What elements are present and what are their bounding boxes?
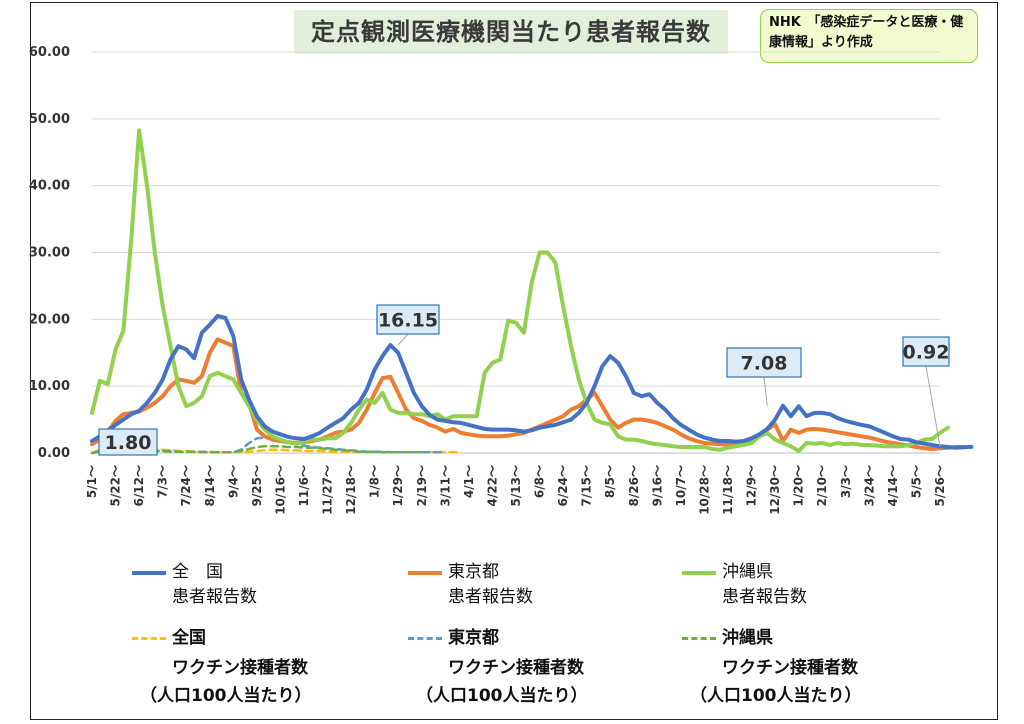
legend-swatch — [682, 571, 716, 575]
legend-sublabel: ワクチン接種者数 — [722, 658, 858, 678]
x-tick-label: 6/12～ — [132, 465, 146, 506]
y-tick-label: 0.00 — [38, 446, 70, 461]
x-tick-label: 3/3～ — [839, 465, 853, 498]
x-tick-label: 11/27～ — [321, 465, 335, 515]
x-tick-label: 2/19～ — [415, 465, 429, 506]
legend-sublabel-2: （人口100人当たり） — [690, 686, 862, 706]
y-axis: 0.00 10.00 20.00 30.00 40.00 50.00 60.00 — [29, 45, 70, 461]
x-tick-label: 8/14～ — [203, 465, 217, 506]
x-tick-label: 1/8～ — [368, 465, 382, 498]
legend-swatch — [408, 637, 442, 640]
x-tick-label: 5/13～ — [509, 465, 523, 506]
series-line-0 — [90, 314, 974, 450]
legend-label: 東京都 — [448, 562, 499, 582]
annotation-leader — [397, 333, 409, 346]
series-line-2 — [90, 128, 950, 453]
x-tick-label: 12/30～ — [768, 465, 782, 515]
y-tick-label: 20.00 — [29, 312, 70, 327]
x-tick-label: 6/24～ — [556, 465, 570, 506]
annotation-box — [902, 336, 950, 367]
x-tick-label: 10/7～ — [674, 465, 688, 506]
x-tick-label: 2/10～ — [815, 465, 829, 506]
legend-swatch — [132, 571, 166, 575]
x-tick-label: 12/9～ — [745, 465, 759, 506]
annotation-leader — [763, 376, 768, 406]
legend-sublabel: 患者報告数 — [448, 587, 533, 607]
annotation-label: 16.15 — [378, 310, 438, 332]
x-tick-label: 7/24～ — [179, 465, 193, 506]
legend-label: 沖縄県 — [722, 562, 773, 582]
y-tick-label: 10.00 — [29, 379, 70, 394]
annotation-label: 0.92 — [903, 342, 950, 364]
gridlines — [92, 51, 940, 454]
x-tick-label: 12/18～ — [344, 465, 358, 515]
legend-swatch — [682, 637, 716, 640]
legend-sublabel: 患者報告数 — [722, 587, 807, 607]
x-tick-label: 3/24～ — [862, 465, 876, 506]
x-tick-label: 5/26～ — [933, 465, 947, 506]
x-tick-label: 4/1～ — [462, 465, 476, 498]
y-tick-label: 40.00 — [29, 179, 70, 194]
x-tick-label: 9/4～ — [226, 465, 240, 498]
x-tick-label: 1/20～ — [792, 465, 806, 506]
x-tick-label: 4/14～ — [886, 465, 900, 506]
legend-sublabel-2: （人口100人当たり） — [140, 686, 312, 706]
annotation-label: 7.08 — [741, 353, 788, 375]
y-tick-label: 30.00 — [29, 246, 70, 261]
legend-sublabel: ワクチン接種者数 — [448, 658, 584, 678]
legend-swatch — [408, 571, 442, 575]
legend-label: 全国 — [172, 628, 206, 648]
x-tick-label: 9/25～ — [250, 465, 264, 506]
chart-frame — [30, 2, 998, 720]
annotation-label: 1.80 — [105, 432, 152, 454]
x-axis: 5/1～ 5/22～ 6/12～ 7/3～ 7/24～ 8/14～ 9/4～ 9/25～ 10/… — [85, 465, 947, 515]
x-tick-label: 11/6～ — [297, 465, 311, 506]
annotation-leader — [925, 365, 941, 447]
x-tick-label: 11/18～ — [721, 465, 735, 515]
legend-swatch — [132, 637, 166, 640]
annotation-box — [98, 428, 158, 456]
x-tick-label: 10/28～ — [697, 465, 711, 515]
x-tick-label: 6/8～ — [533, 465, 547, 498]
x-tick-label: 1/29～ — [391, 465, 405, 506]
chart-title: 定点観測医療機関当たり患者報告数 — [294, 10, 728, 54]
x-tick-label: 3/11～ — [438, 465, 452, 506]
x-tick-label: 9/16～ — [650, 465, 664, 506]
x-tick-label: 10/16～ — [273, 465, 287, 515]
source-note: NHK 「感染症データと医療・健康情報」より作成 — [760, 9, 978, 63]
y-tick-label: 50.00 — [29, 112, 70, 127]
x-tick-label: 7/15～ — [580, 465, 594, 506]
annotations: 1.80 16.15 7.08 0.92 — [98, 304, 950, 456]
x-tick-label: 5/1～ — [85, 465, 99, 498]
y-tick-label: 60.00 — [29, 45, 70, 60]
legend-sublabel: ワクチン接種者数 — [172, 658, 308, 678]
x-tick-label: 5/5～ — [909, 465, 923, 498]
x-tick-label: 4/22～ — [485, 465, 499, 506]
series-lines — [90, 128, 974, 455]
annotation-box — [726, 347, 802, 378]
x-tick-label: 5/22～ — [109, 465, 123, 506]
legend-label: 全 国 — [172, 562, 223, 582]
legend-label: 東京都 — [448, 628, 499, 648]
legend-sublabel-2: （人口100人当たり） — [416, 686, 588, 706]
x-tick-label: 7/3～ — [156, 465, 170, 498]
legend-sublabel: 患者報告数 — [172, 587, 257, 607]
x-tick-label: 8/26～ — [627, 465, 641, 506]
annotation-box — [376, 304, 440, 335]
legend-label: 沖縄県 — [722, 628, 773, 648]
x-tick-label: 8/5～ — [603, 465, 617, 498]
